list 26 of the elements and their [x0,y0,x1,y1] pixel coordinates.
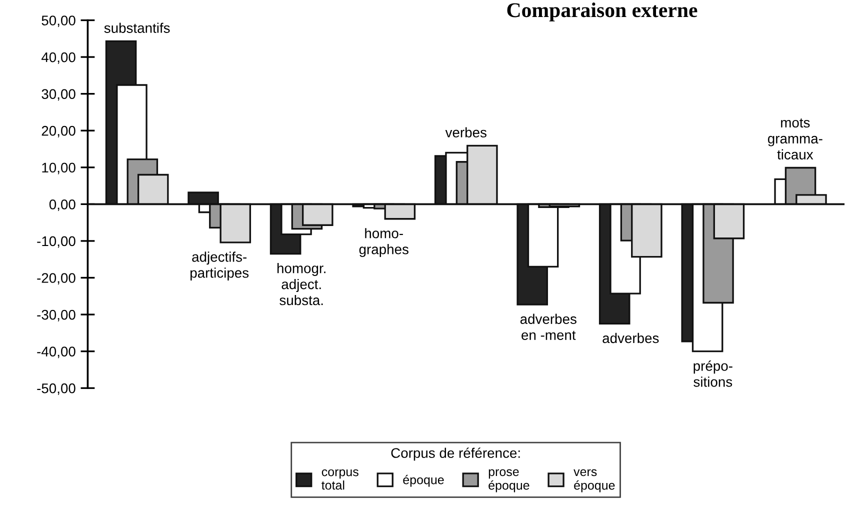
x-tick-label: adverbes en -ment [520,314,576,340]
legend-title: Corpus de référence: [391,448,520,461]
y-tick-label: -50,00 [37,383,76,395]
y-tick-label: 30,00 [42,89,76,101]
x-tick-label: substantifs [104,22,170,33]
y-tick-label: -30,00 [37,310,76,322]
y-tick-label: -10,00 [37,236,76,248]
x-tick-label: mots gramma- ticaux [768,118,822,160]
y-tick-label: 20,00 [42,126,76,138]
legend-label: époque [403,474,444,487]
y-tick-label: 0,00 [49,200,76,211]
legend-label: vers époque [574,469,615,492]
x-tick-label: homogr. adject. substa. [277,263,326,306]
y-tick-label: 50,00 [42,16,76,28]
x-tick-label: prépo- sitions [694,360,732,387]
y-tick-label: 40,00 [41,52,76,64]
x-tick-label: verbes [445,127,486,138]
y-tick-label: 10,00 [42,162,76,174]
y-tick-label: -40,00 [37,346,76,358]
x-tick-label: adverbes [602,332,659,344]
x-tick-label: adjectifs- participes [190,252,249,281]
legend-label: corpus total [322,469,358,490]
x-tick-label: homo- graphes [359,228,408,257]
y-tick-label: -20,00 [37,273,76,285]
chart-title: Comparaison externe [507,2,698,22]
legend-label: prose époque [488,469,530,492]
